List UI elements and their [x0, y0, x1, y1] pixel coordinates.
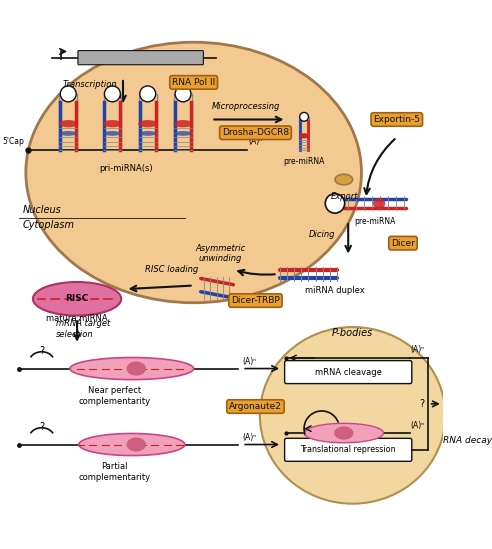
Ellipse shape	[79, 434, 185, 456]
Text: P-bodies: P-bodies	[332, 328, 373, 338]
Text: Nucleus: Nucleus	[22, 205, 61, 215]
FancyBboxPatch shape	[78, 51, 203, 65]
Text: Partial
complementarity: Partial complementarity	[78, 462, 150, 481]
Text: Near perfect
complementarity: Near perfect complementarity	[78, 386, 150, 406]
Text: mRNA target
selection: mRNA target selection	[56, 319, 110, 339]
Text: (A)ⁿ: (A)ⁿ	[410, 345, 424, 355]
FancyBboxPatch shape	[284, 438, 412, 461]
Text: ?: ?	[39, 346, 44, 356]
Text: (A)ⁿ: (A)ⁿ	[242, 433, 256, 442]
Text: pre-miRNA: pre-miRNA	[283, 156, 325, 166]
Text: RNA Pol II: RNA Pol II	[172, 78, 215, 87]
Text: RISC: RISC	[65, 294, 89, 303]
Ellipse shape	[59, 120, 78, 127]
Text: Argonaute2: Argonaute2	[229, 402, 282, 411]
Circle shape	[61, 86, 76, 102]
Ellipse shape	[373, 198, 385, 209]
Text: RISC loading: RISC loading	[145, 265, 198, 274]
Ellipse shape	[126, 438, 146, 452]
Text: mature miRNA: mature miRNA	[46, 314, 108, 323]
Circle shape	[140, 86, 155, 102]
Ellipse shape	[60, 131, 77, 136]
Ellipse shape	[334, 427, 354, 440]
Ellipse shape	[260, 327, 445, 503]
Text: (A)ⁿ: (A)ⁿ	[242, 357, 256, 366]
Text: (A)ⁿ: (A)ⁿ	[248, 137, 263, 146]
Text: pre-miRNA: pre-miRNA	[354, 217, 396, 226]
Text: miRNA duplex: miRNA duplex	[305, 285, 365, 295]
Ellipse shape	[174, 131, 192, 136]
Text: (A)ⁿ: (A)ⁿ	[410, 421, 424, 429]
Ellipse shape	[138, 120, 157, 127]
Ellipse shape	[33, 282, 121, 316]
Text: ?: ?	[39, 422, 44, 432]
Ellipse shape	[174, 120, 192, 127]
Ellipse shape	[104, 131, 121, 136]
Circle shape	[300, 113, 308, 121]
Text: 5'Cap: 5'Cap	[2, 137, 24, 146]
Ellipse shape	[304, 423, 384, 442]
Text: Export: Export	[331, 192, 358, 201]
Ellipse shape	[139, 131, 156, 136]
Text: RNA decay: RNA decay	[443, 436, 492, 445]
Text: pri-miRNA(s): pri-miRNA(s)	[99, 164, 153, 172]
Circle shape	[104, 86, 121, 102]
Text: Dicer-TRBP: Dicer-TRBP	[231, 296, 280, 305]
Text: Transcription: Transcription	[63, 80, 118, 89]
Text: Dicer: Dicer	[391, 239, 415, 248]
Ellipse shape	[299, 133, 309, 138]
Text: Exportin-5: Exportin-5	[373, 115, 420, 124]
Text: Microprocessing: Microprocessing	[211, 102, 279, 111]
Text: mRNA cleavage: mRNA cleavage	[315, 368, 382, 377]
Text: Cytoplasm: Cytoplasm	[22, 221, 74, 231]
Text: Dicing: Dicing	[308, 230, 335, 239]
Circle shape	[175, 86, 191, 102]
Ellipse shape	[26, 42, 362, 302]
Circle shape	[325, 194, 345, 213]
Text: Asymmetric
unwinding: Asymmetric unwinding	[195, 244, 246, 264]
Ellipse shape	[126, 361, 146, 376]
Text: Translational repression: Translational repression	[301, 445, 396, 455]
Text: Drosha-DGCR8: Drosha-DGCR8	[222, 128, 289, 137]
Ellipse shape	[335, 174, 353, 185]
Text: ?: ?	[419, 399, 424, 409]
Ellipse shape	[70, 357, 194, 379]
FancyBboxPatch shape	[284, 361, 412, 384]
Ellipse shape	[103, 120, 122, 127]
